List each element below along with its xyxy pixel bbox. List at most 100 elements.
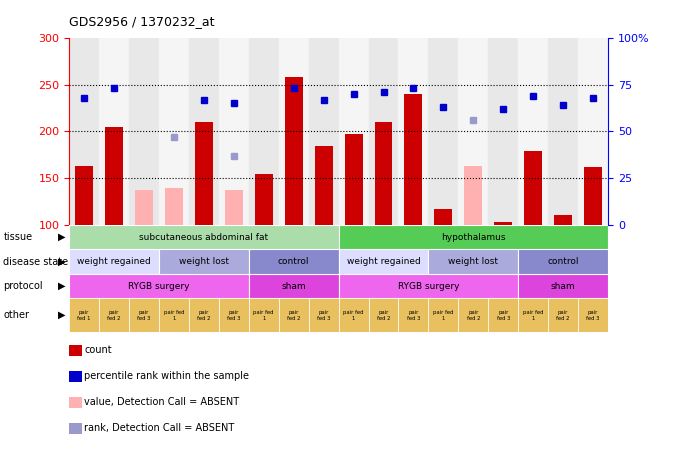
Bar (428, 299, 458, 332)
Bar (314, 146, 332, 225)
Bar (219, 299, 249, 332)
Text: pair fed
1: pair fed 1 (254, 310, 274, 320)
Bar (428, 249, 518, 274)
Bar (518, 274, 608, 299)
Text: disease state: disease state (3, 256, 68, 267)
Text: pair fed
1: pair fed 1 (433, 310, 454, 320)
Bar (368, 299, 399, 332)
Text: weight regained: weight regained (347, 257, 420, 266)
Bar (399, 299, 428, 332)
Bar (428, 38, 458, 225)
Bar (309, 38, 339, 225)
Text: hypothalamus: hypothalamus (441, 233, 506, 242)
Bar (99, 299, 129, 332)
Text: other: other (3, 310, 30, 320)
Bar (219, 38, 249, 225)
Text: pair
fed 2: pair fed 2 (107, 310, 121, 320)
Text: ▶: ▶ (58, 310, 66, 320)
Bar (159, 299, 189, 332)
Bar (105, 127, 123, 225)
Bar (249, 299, 278, 332)
Bar (129, 299, 159, 332)
Bar (518, 249, 608, 274)
Bar (464, 166, 482, 225)
Text: ▶: ▶ (58, 281, 66, 291)
Text: rank, Detection Call = ABSENT: rank, Detection Call = ABSENT (84, 423, 234, 434)
Bar (548, 299, 578, 332)
Text: sham: sham (281, 282, 306, 291)
Bar (339, 274, 518, 299)
Bar (489, 299, 518, 332)
Bar (69, 249, 159, 274)
Text: control: control (547, 257, 579, 266)
Text: control: control (278, 257, 310, 266)
Text: pair
fed 3: pair fed 3 (317, 310, 330, 320)
Text: percentile rank within the sample: percentile rank within the sample (84, 371, 249, 382)
Text: tissue: tissue (3, 232, 32, 242)
Text: sham: sham (551, 282, 576, 291)
Bar (69, 274, 249, 299)
Bar (159, 249, 249, 274)
Text: pair
fed 3: pair fed 3 (138, 310, 151, 320)
Text: GDS2956 / 1370232_at: GDS2956 / 1370232_at (69, 16, 215, 28)
Bar (135, 191, 153, 225)
Bar (548, 38, 578, 225)
Text: value, Detection Call = ABSENT: value, Detection Call = ABSENT (84, 397, 239, 408)
Bar (494, 222, 512, 225)
Bar (489, 38, 518, 225)
Bar (339, 225, 608, 249)
Bar (129, 38, 159, 225)
Bar (69, 225, 339, 249)
Bar (375, 122, 392, 225)
Text: pair
fed 1: pair fed 1 (77, 310, 91, 320)
Bar (345, 134, 363, 225)
Text: subcutaneous abdominal fat: subcutaneous abdominal fat (140, 233, 268, 242)
Bar (339, 38, 368, 225)
Bar (339, 249, 428, 274)
Bar (278, 38, 309, 225)
Text: pair
fed 3: pair fed 3 (587, 310, 600, 320)
Bar (249, 38, 278, 225)
Bar (518, 299, 548, 332)
Bar (435, 209, 453, 225)
Bar (458, 38, 489, 225)
Bar (255, 173, 273, 225)
Bar (249, 274, 339, 299)
Text: pair fed
1: pair fed 1 (164, 310, 184, 320)
Bar (195, 122, 213, 225)
Bar (249, 249, 339, 274)
Bar (518, 38, 548, 225)
Text: weight regained: weight regained (77, 257, 151, 266)
Bar (189, 299, 219, 332)
Bar (69, 38, 99, 225)
Bar (75, 166, 93, 225)
Bar (554, 215, 572, 225)
Text: pair
fed 2: pair fed 2 (466, 310, 480, 320)
Text: pair
fed 2: pair fed 2 (377, 310, 390, 320)
Text: pair
fed 2: pair fed 2 (287, 310, 301, 320)
Text: pair fed
1: pair fed 1 (523, 310, 544, 320)
Text: RYGB surgery: RYGB surgery (397, 282, 460, 291)
Bar (309, 299, 339, 332)
Text: pair
fed 2: pair fed 2 (556, 310, 570, 320)
Text: pair
fed 3: pair fed 3 (407, 310, 420, 320)
Bar (578, 38, 608, 225)
Bar (189, 38, 219, 225)
Text: pair
fed 3: pair fed 3 (497, 310, 510, 320)
Text: count: count (84, 345, 112, 356)
Bar (458, 299, 489, 332)
Bar (99, 38, 129, 225)
Bar (69, 299, 99, 332)
Bar (584, 167, 602, 225)
Bar (225, 191, 243, 225)
Bar (285, 77, 303, 225)
Bar (578, 299, 608, 332)
Bar (404, 94, 422, 225)
Bar (399, 38, 428, 225)
Text: weight lost: weight lost (179, 257, 229, 266)
Bar (368, 38, 399, 225)
Text: pair
fed 3: pair fed 3 (227, 310, 240, 320)
Text: pair fed
1: pair fed 1 (343, 310, 364, 320)
Text: pair
fed 2: pair fed 2 (197, 310, 211, 320)
Text: protocol: protocol (3, 281, 43, 291)
